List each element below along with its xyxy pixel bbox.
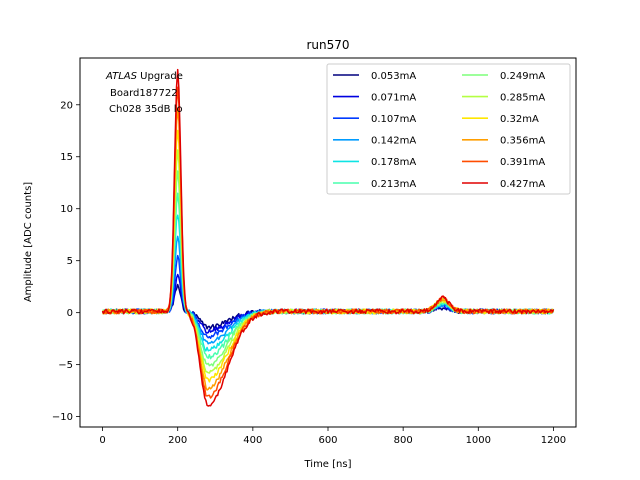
annotation-atlas: ATLAS [105, 71, 138, 82]
legend-entry-label: 0.213mA [371, 179, 416, 190]
atlas-annotation: ATLAS Upgrade Board187722 Ch028 35dB lo [105, 71, 183, 115]
y-tick-label: 5 [67, 256, 73, 267]
svg-text:ATLAS Upgrade: ATLAS Upgrade [105, 71, 183, 82]
legend-entry-label: 0.178mA [371, 157, 416, 168]
legend-entry-label: 0.391mA [500, 157, 545, 168]
x-tick-label: 600 [318, 435, 337, 446]
y-axis-label: Amplitude [ADC counts] [23, 182, 34, 302]
legend-entry-label: 0.427mA [500, 179, 545, 190]
legend-entry-label: 0.107mA [371, 114, 416, 125]
annotation-channel: Ch028 35dB lo [109, 104, 183, 115]
y-tick-label: 20 [60, 100, 73, 111]
y-tick-label: −5 [58, 360, 73, 371]
legend: 0.053mA 0.071mA 0.107mA 0.142mA 0.178mA 0.213… [326, 63, 571, 195]
plot-frame [79, 57, 577, 428]
x-tick-label: 0 [99, 435, 105, 446]
y-tick-label: 10 [60, 204, 73, 215]
legend-entry-label: 0.356mA [500, 136, 545, 147]
x-tick-label: 1000 [466, 435, 491, 446]
annotation-upgrade: Upgrade [137, 71, 183, 82]
annotation-board: Board187722 [110, 88, 178, 99]
x-tick-label: 800 [394, 435, 413, 446]
x-axis-ticks: 0 200 400 600 800 1000 1200 [99, 427, 566, 446]
y-tick-label: −10 [52, 412, 73, 423]
legend-entry-label: 0.053mA [371, 71, 416, 82]
series-traces [101, 68, 555, 407]
y-axis-ticks: −10 −5 0 5 10 15 20 [52, 100, 80, 423]
y-tick-label: 0 [67, 308, 73, 319]
y-tick-label: 15 [60, 152, 73, 163]
x-tick-label: 400 [243, 435, 262, 446]
legend-frame [326, 63, 571, 195]
series-line [101, 68, 555, 407]
legend-entry-label: 0.285mA [500, 92, 545, 103]
x-axis-label: Time [ns] [303, 459, 351, 470]
x-tick-label: 200 [168, 435, 187, 446]
legend-entry-label: 0.071mA [371, 92, 416, 103]
legend-entry-label: 0.142mA [371, 136, 416, 147]
x-tick-label: 1200 [541, 435, 566, 446]
legend-entry-label: 0.32mA [500, 114, 539, 125]
chart-title: run570 [306, 38, 349, 52]
legend-entry-label: 0.249mA [500, 71, 545, 82]
